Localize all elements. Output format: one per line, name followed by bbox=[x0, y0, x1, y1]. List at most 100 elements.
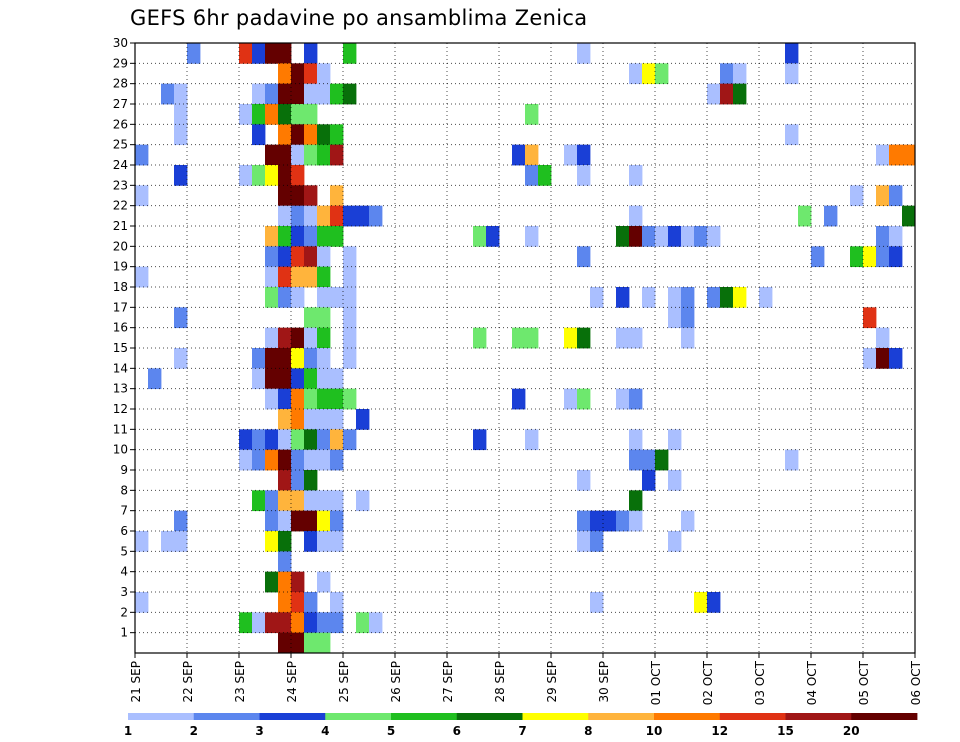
heatmap-cell bbox=[343, 287, 357, 308]
heatmap-cell bbox=[317, 409, 331, 430]
heatmap-cell bbox=[486, 226, 500, 247]
heatmap-cell bbox=[564, 388, 578, 410]
heatmap-cell bbox=[278, 490, 292, 512]
heatmap-cell bbox=[876, 185, 890, 207]
y-axis: 1234567891011121314151617181920212223242… bbox=[113, 36, 135, 640]
heatmap-cell bbox=[850, 185, 864, 207]
heatmap-cell bbox=[291, 63, 305, 85]
heatmap-cell bbox=[304, 63, 318, 85]
heatmap-cell bbox=[291, 490, 305, 512]
heatmap-cell bbox=[473, 429, 487, 451]
heatmap-cell bbox=[265, 266, 279, 288]
heatmap-cell bbox=[629, 205, 643, 227]
heatmap-cell bbox=[252, 368, 266, 390]
heatmap-cell bbox=[889, 246, 903, 268]
heatmap-cell bbox=[577, 510, 591, 532]
y-tick-label: 1 bbox=[120, 626, 128, 640]
heatmap-cell bbox=[655, 63, 669, 85]
heatmap-cell bbox=[317, 531, 331, 552]
heatmap-cell bbox=[278, 449, 292, 471]
heatmap-cell bbox=[278, 388, 292, 410]
heatmap-cell bbox=[304, 185, 318, 207]
heatmap-cell bbox=[629, 327, 643, 349]
heatmap-cell bbox=[252, 83, 266, 105]
heatmap-cell bbox=[265, 449, 279, 471]
heatmap-cell bbox=[278, 510, 292, 532]
x-tick-label: 05 OCT bbox=[857, 660, 871, 705]
heatmap-cell bbox=[720, 83, 734, 105]
heatmap-cell bbox=[330, 612, 344, 634]
plot-grid bbox=[135, 42, 915, 653]
heatmap-cell bbox=[265, 531, 279, 552]
colorbar-swatch bbox=[193, 713, 260, 720]
y-tick-label: 5 bbox=[120, 544, 128, 558]
heatmap-cell bbox=[330, 368, 344, 390]
heatmap-cell bbox=[278, 266, 292, 288]
x-tick-label: 02 OCT bbox=[701, 660, 715, 705]
x-tick-label: 04 OCT bbox=[805, 660, 819, 705]
x-tick-label: 03 OCT bbox=[753, 660, 767, 705]
heatmap-cell bbox=[317, 83, 331, 105]
heatmap-cell bbox=[681, 287, 695, 308]
heatmap-cell bbox=[317, 144, 331, 166]
heatmap-cell bbox=[525, 144, 539, 166]
heatmap-cell bbox=[616, 287, 630, 308]
heatmap-cell bbox=[278, 104, 292, 125]
heatmap-cell bbox=[291, 124, 305, 146]
heatmap-cell bbox=[343, 246, 357, 268]
heatmap-cell bbox=[239, 43, 253, 64]
heatmap-cell bbox=[642, 226, 656, 247]
y-tick-label: 2 bbox=[120, 605, 128, 619]
heatmap-cell bbox=[239, 429, 253, 451]
y-tick-label: 25 bbox=[113, 138, 128, 152]
y-tick-label: 8 bbox=[120, 483, 128, 497]
heatmap-cell bbox=[317, 63, 331, 85]
heatmap-cell bbox=[616, 388, 630, 410]
heatmap-cell bbox=[278, 409, 292, 430]
heatmap-cell bbox=[317, 571, 331, 593]
heatmap-cell bbox=[525, 104, 539, 125]
heatmap-cell bbox=[278, 612, 292, 634]
heatmap-cell bbox=[876, 144, 890, 166]
heatmap-cell bbox=[291, 165, 305, 186]
colorbar-label: 5 bbox=[387, 724, 395, 738]
y-tick-label: 11 bbox=[113, 422, 128, 436]
heatmap-cell bbox=[304, 144, 318, 166]
heatmap-cell bbox=[577, 470, 591, 491]
colorbar-swatch bbox=[654, 713, 721, 720]
heatmap-cell bbox=[850, 246, 864, 268]
heatmap-cell bbox=[291, 510, 305, 532]
heatmap-cell bbox=[278, 531, 292, 552]
heatmap-cell bbox=[304, 388, 318, 410]
heatmap-cell bbox=[239, 165, 253, 186]
heatmap-cell bbox=[616, 510, 630, 532]
heatmap-cell bbox=[304, 124, 318, 146]
heatmap-cell bbox=[291, 612, 305, 634]
heatmap-cell bbox=[330, 124, 344, 146]
heatmap-cell bbox=[239, 449, 253, 471]
heatmap-cell bbox=[655, 226, 669, 247]
heatmap-cell bbox=[304, 205, 318, 227]
heatmap-cell bbox=[330, 429, 344, 451]
heatmap-cell bbox=[343, 205, 357, 227]
colorbar-label: 3 bbox=[255, 724, 263, 738]
heatmap-cell bbox=[278, 124, 292, 146]
x-tick-label: 21 SEP bbox=[129, 661, 143, 703]
heatmap-cell bbox=[317, 510, 331, 532]
heatmap-cell bbox=[278, 287, 292, 308]
heatmap-cell bbox=[304, 43, 318, 64]
heatmap-cell bbox=[174, 307, 188, 329]
heatmap-cell bbox=[317, 449, 331, 471]
heatmap-cell bbox=[278, 368, 292, 390]
heatmap-cell bbox=[473, 226, 487, 247]
heatmap-cell bbox=[265, 327, 279, 349]
heatmap-cell bbox=[707, 226, 721, 247]
heatmap-cell bbox=[330, 287, 344, 308]
chart-title: GEFS 6hr padavine po ansamblima Zenica bbox=[130, 6, 588, 30]
heatmap-cell bbox=[629, 165, 643, 186]
heatmap-cell bbox=[239, 612, 253, 634]
heatmap-cell bbox=[304, 490, 318, 512]
heatmap-cell bbox=[317, 327, 331, 349]
heatmap-cell bbox=[343, 327, 357, 349]
